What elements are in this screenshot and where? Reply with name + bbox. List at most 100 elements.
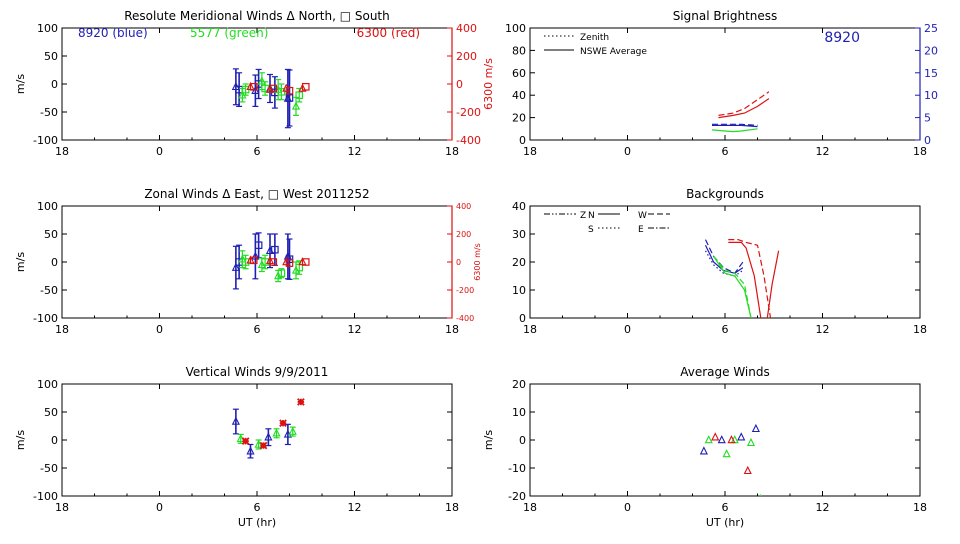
x-axis-label: UT (hr) — [706, 516, 744, 529]
data-point-green — [288, 426, 297, 435]
chart-title: Zonal Winds Δ East, □ West 2011252 — [144, 187, 369, 201]
right-y-tick-label: 200 — [456, 230, 471, 239]
y-tick-label: -100 — [33, 490, 58, 503]
series-line-red — [728, 239, 772, 318]
chart-panel-3: Zonal Winds Δ East, □ West 2011252 18 0 6 12… — [14, 187, 482, 336]
right-y-tick-label: -400 — [456, 134, 481, 147]
x-tick-label: 18 — [913, 323, 927, 336]
x-tick-label: 6 — [722, 501, 729, 514]
data-point-green — [291, 101, 301, 110]
right-y-tick-label: 0 — [456, 78, 463, 91]
legend-label: E — [638, 225, 644, 235]
x-tick-label: 18 — [445, 323, 459, 336]
y-tick-label: -50 — [40, 106, 58, 119]
legend-label: W — [638, 211, 647, 221]
x-tick-label: 18 — [55, 323, 69, 336]
data-point-red — [285, 259, 294, 267]
y-axis-label: m/s — [14, 430, 27, 450]
data-point-red — [301, 82, 310, 91]
data-point-red — [743, 465, 752, 475]
y-tick-label: -50 — [40, 462, 58, 475]
legend-label: Z — [580, 211, 586, 221]
y-tick-label: 100 — [37, 378, 58, 391]
plot-frame — [529, 205, 921, 319]
y-tick-label: 10 — [512, 406, 526, 419]
chart-title: Signal Brightness — [673, 9, 778, 23]
x-tick-label: 12 — [348, 145, 362, 158]
data-point-red — [279, 419, 287, 428]
data-point-blue — [231, 416, 240, 425]
data-point-red — [249, 256, 258, 265]
x-tick-label: 0 — [624, 501, 631, 514]
data-point-red — [241, 437, 250, 445]
series-line-blue — [704, 244, 744, 274]
series-line-red — [766, 250, 780, 318]
data-point-green — [277, 269, 286, 278]
series-line-red — [718, 91, 770, 116]
right-y-tick-label: 20 — [924, 44, 938, 57]
data-point-green — [254, 439, 263, 448]
y-tick-label: -100 — [33, 312, 58, 325]
data-layer — [699, 423, 762, 496]
y-tick-label: 0 — [51, 78, 58, 91]
x-tick-label: 0 — [624, 323, 631, 336]
x-axis-label: UT (hr) — [238, 516, 276, 529]
data-point-blue — [737, 432, 746, 441]
data-point-green — [274, 271, 283, 280]
right-y-tick-label: -200 — [456, 286, 474, 295]
data-layer — [231, 398, 305, 459]
x-tick-label: 18 — [523, 145, 537, 158]
series-line-green — [711, 128, 758, 133]
x-tick-label: 18 — [523, 501, 537, 514]
x-tick-label: 0 — [156, 145, 163, 158]
x-tick-label: 0 — [156, 501, 163, 514]
data-point-red — [249, 82, 258, 91]
data-point-blue — [285, 94, 294, 102]
data-point-green — [704, 435, 713, 444]
right-y-tick-label: 25 — [924, 22, 938, 35]
data-layer — [231, 232, 310, 290]
x-tick-label: 18 — [445, 501, 459, 514]
annotation-label: 5577 (green) — [190, 26, 268, 40]
data-layer — [231, 68, 310, 129]
data-point-blue — [231, 262, 240, 271]
data-point-red — [285, 86, 294, 95]
x-tick-label: 12 — [348, 501, 362, 514]
data-point-red — [298, 83, 307, 92]
x-tick-label: 12 — [816, 145, 830, 158]
y-tick-label: 40 — [512, 89, 526, 102]
x-tick-label: 12 — [816, 323, 830, 336]
x-tick-label: 12 — [348, 323, 362, 336]
legend-label: NSWE Average — [580, 47, 647, 57]
data-point-blue — [271, 245, 279, 254]
right-y-tick-label: 10 — [924, 89, 938, 102]
chart-panel-1: Resolute Meridional Winds Δ North, □ Sou… — [14, 9, 495, 158]
plot-frame — [529, 27, 921, 141]
data-point-green — [261, 258, 269, 266]
chart-title: Vertical Winds 9/9/2011 — [186, 365, 329, 379]
y-tick-label: 100 — [37, 22, 58, 35]
data-point-red — [265, 84, 275, 93]
right-y-tick-label: 15 — [924, 67, 938, 80]
x-tick-label: 18 — [55, 145, 69, 158]
y-tick-label: 60 — [512, 67, 526, 80]
x-tick-label: 6 — [254, 501, 261, 514]
data-point-green — [291, 265, 301, 274]
y-tick-label: 0 — [519, 434, 526, 447]
y-tick-label: 0 — [51, 256, 58, 269]
y-axis-label: m/s — [14, 252, 27, 272]
data-point-blue — [254, 241, 263, 250]
data-point-green — [257, 76, 266, 85]
right-y-tick-label: -400 — [456, 314, 474, 323]
chart-title: Backgrounds — [686, 187, 764, 201]
data-point-blue — [699, 446, 708, 455]
data-point-red — [259, 441, 268, 450]
plot-frame — [529, 383, 921, 497]
y-tick-label: 20 — [512, 256, 526, 269]
series-line-blue — [712, 124, 758, 128]
right-y-axis-label: 6300 m/s — [482, 58, 495, 110]
